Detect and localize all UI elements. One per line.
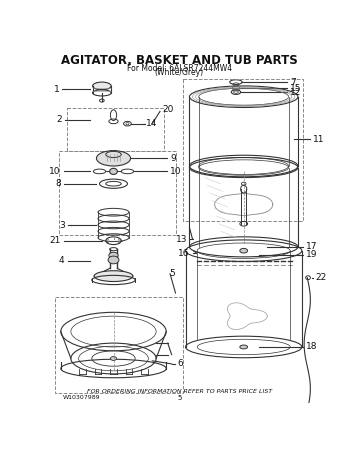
Text: 6: 6 xyxy=(178,359,184,368)
Text: 21: 21 xyxy=(49,236,61,245)
Text: 11: 11 xyxy=(314,135,325,144)
Text: 19: 19 xyxy=(306,250,317,259)
Ellipse shape xyxy=(240,345,247,349)
Text: 5: 5 xyxy=(177,395,182,401)
Text: 13: 13 xyxy=(176,235,187,244)
Text: 3: 3 xyxy=(59,221,65,230)
Text: 20: 20 xyxy=(162,105,174,114)
Text: 17: 17 xyxy=(306,242,317,251)
Text: 7: 7 xyxy=(290,77,296,87)
Text: For Model: 6ALSR7244MW4: For Model: 6ALSR7244MW4 xyxy=(127,64,232,73)
Text: 2: 2 xyxy=(56,116,62,124)
Ellipse shape xyxy=(110,357,117,361)
Bar xyxy=(183,79,303,222)
Ellipse shape xyxy=(92,82,111,90)
Text: 16: 16 xyxy=(178,249,189,257)
Text: 8: 8 xyxy=(55,179,61,188)
Text: 5: 5 xyxy=(169,269,175,278)
Text: 9: 9 xyxy=(170,154,176,163)
Text: 1: 1 xyxy=(54,85,59,93)
Text: FOR ORDERING INFORMATION REFER TO PARTS PRICE LIST: FOR ORDERING INFORMATION REFER TO PARTS … xyxy=(87,389,272,394)
Text: 15: 15 xyxy=(290,84,302,93)
Ellipse shape xyxy=(110,169,117,174)
Text: 4: 4 xyxy=(59,256,65,265)
Ellipse shape xyxy=(240,248,247,253)
Bar xyxy=(67,108,164,150)
Bar xyxy=(55,297,183,393)
Ellipse shape xyxy=(94,271,133,281)
Text: (White/Grey): (White/Grey) xyxy=(155,68,204,77)
Text: 18: 18 xyxy=(306,342,317,352)
Ellipse shape xyxy=(109,252,118,258)
Text: AGITATOR, BASKET AND TUB PARTS: AGITATOR, BASKET AND TUB PARTS xyxy=(61,54,298,67)
Text: 10: 10 xyxy=(170,167,182,176)
Ellipse shape xyxy=(108,256,119,264)
Bar xyxy=(59,150,175,235)
Text: 22: 22 xyxy=(315,273,326,282)
Text: W10307989: W10307989 xyxy=(63,395,101,400)
Text: 10: 10 xyxy=(49,167,61,176)
Ellipse shape xyxy=(97,150,131,166)
Text: 14: 14 xyxy=(146,119,158,128)
Text: 12: 12 xyxy=(290,87,302,96)
